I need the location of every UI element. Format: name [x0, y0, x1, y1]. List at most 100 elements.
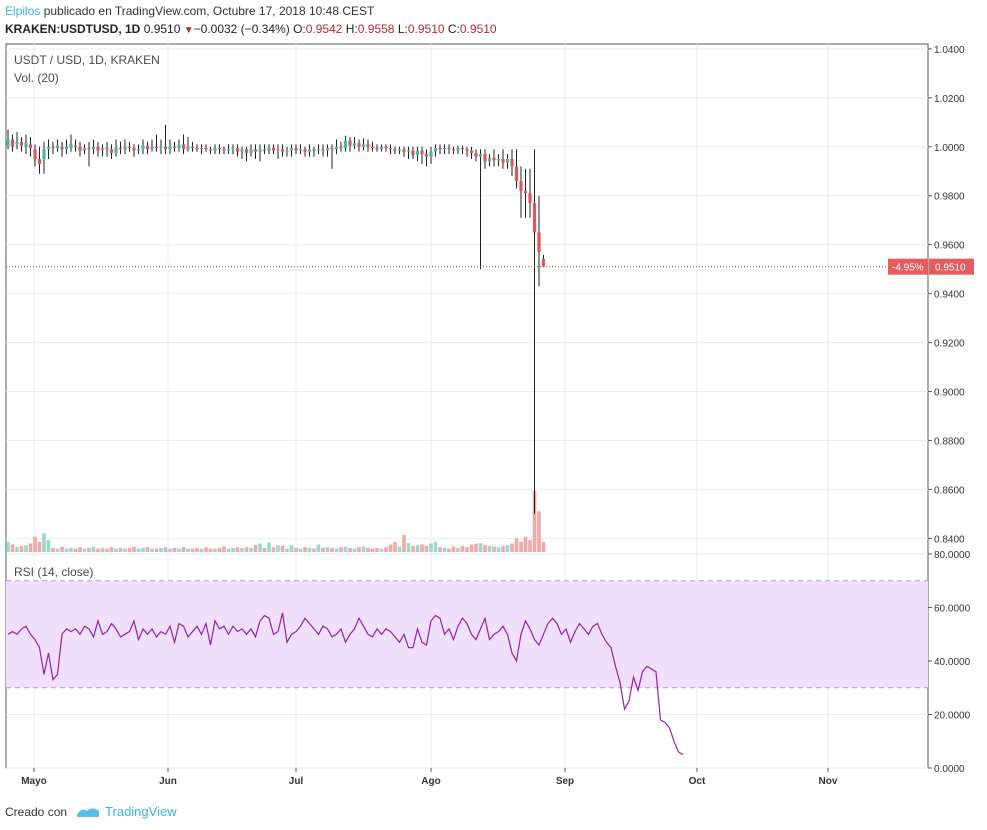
candle-body	[438, 148, 442, 150]
volume-bar	[456, 547, 460, 552]
volume-bar	[195, 547, 199, 552]
volume-bar	[532, 490, 537, 552]
price-tick-label: 0.8800	[934, 436, 965, 447]
volume-bar	[505, 545, 510, 552]
candle-body	[528, 193, 532, 204]
volume-bar	[249, 547, 253, 552]
candle-body	[343, 140, 348, 149]
price-tick-label: 1.0400	[934, 45, 965, 56]
candle-body	[24, 143, 28, 147]
change-badge	[888, 258, 928, 275]
volume-bar	[492, 546, 496, 552]
candle-body	[271, 148, 276, 151]
volume-bar	[501, 545, 505, 552]
candle-body	[141, 145, 145, 150]
rsi-pane-title: RSI (14, close)	[14, 565, 93, 579]
volume-bar	[442, 547, 447, 552]
volume-bar	[433, 541, 438, 552]
candle-body	[73, 145, 78, 147]
rsi-tick-label: 60.0000	[934, 604, 971, 615]
candle-body	[415, 150, 420, 156]
candle-body	[118, 148, 123, 150]
candle-body	[82, 148, 87, 151]
author-link[interactable]: Elpilos	[5, 4, 41, 18]
candle-body	[307, 149, 312, 152]
candle-body	[60, 146, 64, 150]
candle-body	[19, 141, 24, 146]
candle-body	[42, 149, 46, 160]
volume-bar	[366, 547, 370, 552]
candle-body	[433, 148, 438, 152]
candle-body	[379, 146, 384, 150]
volume-bar	[438, 547, 442, 552]
volume-bar	[37, 541, 42, 552]
candle-body	[204, 148, 208, 150]
candle-body	[168, 146, 172, 150]
volume-bar	[114, 548, 118, 552]
volume-bar	[447, 548, 451, 552]
candle-body	[222, 149, 226, 151]
time-tick-label: Nov	[819, 776, 838, 787]
candle-body	[474, 152, 478, 157]
volume-bar	[469, 544, 474, 552]
volume-bar	[330, 547, 334, 552]
volume-bar	[208, 548, 213, 552]
volume-bar	[321, 547, 325, 552]
rsi-line	[7, 612, 684, 756]
volume-bar	[199, 548, 204, 552]
volume-bar	[127, 547, 132, 552]
candle-body	[154, 146, 159, 149]
rsi-tick-label: 20.0000	[934, 711, 971, 722]
candle-body	[6, 139, 10, 147]
volume-bar	[384, 547, 388, 552]
time-tick-label: Ago	[421, 776, 440, 787]
volume-bar	[420, 544, 424, 552]
candle-body	[123, 146, 127, 150]
volume-bar	[267, 542, 271, 552]
candle-body	[460, 148, 465, 150]
volume-bar	[411, 545, 415, 552]
volume-bar	[186, 548, 190, 552]
candle-body	[186, 146, 190, 150]
candle-body	[303, 149, 307, 152]
close-label: C:	[447, 22, 460, 36]
candle-body	[114, 148, 118, 153]
candle-body	[276, 149, 280, 151]
volume-bar	[82, 548, 87, 552]
candle-body	[258, 149, 262, 152]
volume-bar	[132, 546, 136, 552]
volume-bar	[348, 547, 352, 552]
volume-bar	[15, 546, 19, 552]
volume-bar	[204, 547, 208, 552]
down-arrow-icon: ▼	[183, 25, 194, 36]
rsi-tick-label: 80.0000	[934, 550, 971, 561]
time-tick-label: Jul	[289, 776, 304, 787]
candle-body	[478, 154, 483, 157]
volume-bar	[87, 547, 91, 552]
volume-bar	[339, 547, 343, 552]
chart-canvas[interactable]: 1.0400 1.0200 1.0000 0.9800 0.9600 0.9400 0.92…	[0, 0, 987, 798]
rsi-tick-label: 0.0000	[934, 764, 965, 775]
candle-body	[150, 146, 154, 150]
candle-body	[64, 146, 69, 150]
volume-bar	[429, 543, 433, 552]
volume-bar	[244, 547, 249, 552]
candle-body	[388, 148, 393, 150]
candle-body	[240, 149, 244, 152]
candle-body	[78, 146, 82, 151]
time-tick-label: Jun	[159, 776, 177, 787]
price-tick-label: 0.9000	[934, 387, 965, 398]
candle-body	[406, 150, 411, 152]
time-tick-label: Oct	[689, 776, 706, 787]
volume-bar	[6, 541, 10, 552]
volume-bar	[28, 543, 33, 552]
candle-body	[136, 149, 141, 151]
candle-body	[339, 146, 343, 149]
ohlc-legend: KRAKEN:USDTUSD, 1D 0.9510 ▼−0.0032 (−0.3…	[5, 22, 497, 36]
volume-bar	[145, 547, 150, 552]
volume-bar	[406, 543, 411, 552]
volume-bar	[303, 547, 307, 552]
volume-bar	[478, 543, 483, 552]
tradingview-brand-link[interactable]: TradingView	[105, 804, 177, 819]
volume-bar	[213, 548, 217, 552]
